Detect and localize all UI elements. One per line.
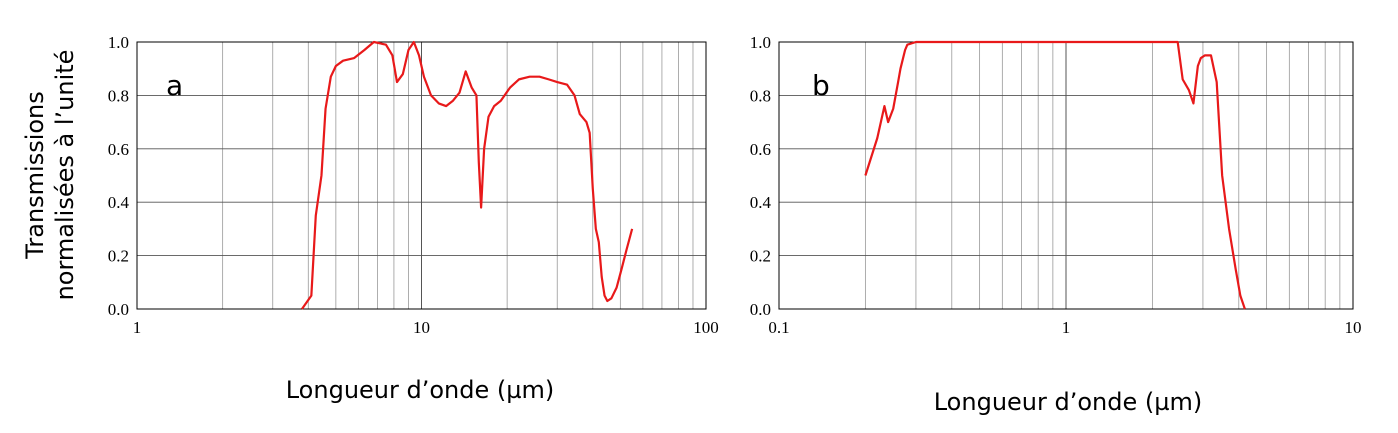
xlabel-a: Longueur d’onde (µm) — [286, 376, 555, 404]
y-tick-label: 0.0 — [108, 300, 129, 319]
x-tick-label: 0.1 — [768, 318, 789, 337]
y-tick-label: 0.6 — [750, 140, 771, 159]
y-tick-label: 0.2 — [750, 247, 771, 266]
panel-label-a: a — [166, 69, 183, 102]
y-tick-label: 1.0 — [108, 33, 129, 52]
series-line-b — [864, 40, 1246, 310]
panel-label-b: b — [812, 69, 830, 102]
y-tick-label: 0.4 — [750, 193, 772, 212]
x-tick-label: 10 — [1345, 318, 1362, 337]
ylabel-line-1: Transmissions — [21, 91, 49, 260]
x-tick-label: 1 — [1062, 318, 1071, 337]
xlabel-b: Longueur d’onde (µm) — [934, 388, 1203, 416]
chart-panel-b: 0.0 0.2 0.4 0.6 0.8 1.0 0.1 1 10 b Longueur d’o… — [750, 33, 1362, 416]
x-tick-label: 10 — [413, 318, 430, 337]
y-tick-labels-a: 0.0 0.2 0.4 0.6 0.8 1.0 — [108, 33, 130, 319]
x-tick-labels-b: 0.1 1 10 — [768, 318, 1361, 337]
grid-b — [779, 41, 1353, 310]
plot-frame-a — [136, 41, 707, 310]
y-tick-label: 0.2 — [108, 247, 129, 266]
x-tick-labels-a: 1 10 100 — [133, 318, 719, 337]
x-tick-label: 1 — [133, 318, 142, 337]
y-tick-label: 0.8 — [750, 86, 771, 105]
series-line-a — [301, 40, 634, 310]
y-tick-label: 0.0 — [750, 300, 771, 319]
y-tick-label: 0.8 — [108, 86, 129, 105]
x-tick-label: 100 — [693, 318, 719, 337]
chart-panel-a: 0.0 0.2 0.4 0.6 0.8 1.0 1 10 100 a Longueur d’o… — [108, 33, 719, 404]
y-tick-label: 1.0 — [750, 33, 771, 52]
y-tick-labels-b: 0.0 0.2 0.4 0.6 0.8 1.0 — [750, 33, 772, 319]
ylabel-line-2: normalisées à l’unité — [51, 50, 79, 301]
y-tick-label: 0.4 — [108, 193, 130, 212]
y-tick-label: 0.6 — [108, 140, 129, 159]
